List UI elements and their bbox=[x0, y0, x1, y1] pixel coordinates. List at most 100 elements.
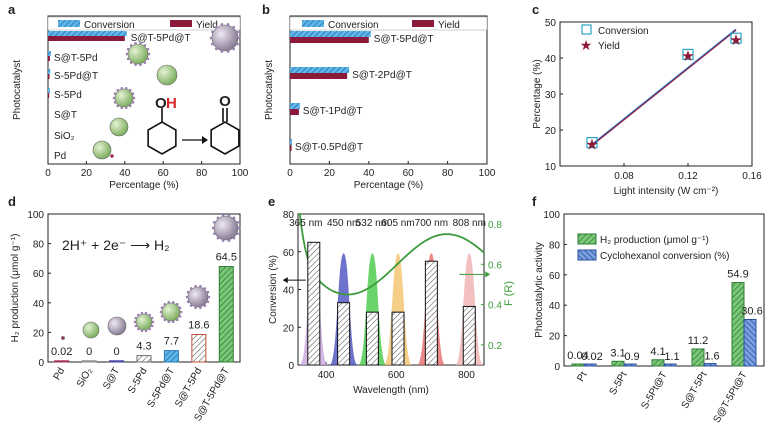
sphere-icon-a-dot bbox=[134, 41, 137, 45]
bar-h2-f bbox=[731, 282, 745, 367]
category-label-f: S@T-5Pt bbox=[680, 370, 710, 411]
x-axis-label-c: Light intensity (W cm⁻²) bbox=[614, 186, 719, 197]
y-axis-label-c: Percentage (%) bbox=[532, 59, 543, 128]
category-label-d: S-5Pd bbox=[126, 366, 149, 396]
x-tick-label-b: 100 bbox=[479, 168, 496, 179]
reaction-arrow-head-icon bbox=[202, 136, 208, 144]
sphere-icon-a-dot bbox=[131, 92, 135, 95]
panel-label-b: b bbox=[262, 2, 270, 17]
y-axis-label-f: Photocatalytic activity bbox=[534, 242, 545, 338]
bar-conversion-a bbox=[48, 88, 50, 93]
sphere-icon-a bbox=[109, 117, 129, 137]
value-label-d: 0 bbox=[114, 346, 120, 358]
sphere-icon-d-dot bbox=[199, 284, 202, 288]
bar-h2-d bbox=[81, 360, 97, 363]
category-label-b: S@T-1Pd@T bbox=[303, 106, 363, 117]
fit-line-yield-c bbox=[591, 29, 737, 146]
y-tick-label-e: 80 bbox=[283, 210, 295, 221]
sphere-icon-a-dot bbox=[128, 104, 132, 108]
y2-tick-label-e: 0.4 bbox=[488, 301, 502, 312]
sphere-icon-d-dot bbox=[232, 216, 236, 220]
sphere-icon-d bbox=[187, 286, 209, 308]
bar-yield-b bbox=[290, 37, 369, 43]
y-tick-label-c: 20 bbox=[545, 126, 557, 137]
value-label-cyclo-f: 1.6 bbox=[704, 351, 719, 363]
y-tick-label-e: 20 bbox=[283, 323, 295, 334]
sphere-icon-a-dot bbox=[226, 50, 230, 53]
x-tick-label-a: 40 bbox=[119, 168, 131, 179]
emission-band-e bbox=[384, 253, 413, 365]
value-label-d: 4.3 bbox=[136, 341, 151, 353]
panel-label-f: f bbox=[532, 194, 537, 209]
bar-conversion-e bbox=[307, 241, 321, 366]
sphere-icon-a-dot bbox=[232, 47, 236, 51]
y-tick-label-f: 40 bbox=[549, 301, 561, 312]
category-label-d: S@T-5Pd bbox=[173, 366, 204, 409]
sphere-icon-d-dot bbox=[171, 320, 175, 324]
sphere-icon-d-dot bbox=[178, 306, 182, 309]
y-tick-label-c: 10 bbox=[545, 162, 557, 173]
sphere-icon-d-dot bbox=[151, 320, 155, 324]
panel-label-c: c bbox=[532, 2, 539, 17]
wavelength-label-e: 532 nm bbox=[356, 218, 389, 229]
sphere-icon-a-dot bbox=[113, 101, 117, 104]
sphere-icon-d-dot bbox=[148, 327, 151, 331]
sphere-icon-d-dot bbox=[148, 313, 151, 317]
wavelength-label-e: 808 nm bbox=[453, 218, 486, 229]
x-tick-label-b: 40 bbox=[363, 168, 375, 179]
legend-box-b bbox=[289, 16, 488, 31]
sphere-icon-a bbox=[156, 64, 178, 86]
sphere-icon-a-dot bbox=[143, 44, 147, 47]
sphere-icon-d-dot bbox=[203, 287, 207, 290]
sphere-icon-a-dot bbox=[126, 47, 130, 51]
category-label-f: Pt bbox=[575, 370, 589, 384]
sphere-icon-a-dot bbox=[112, 96, 116, 100]
bar-h2-f bbox=[611, 360, 625, 367]
point-conversion-c bbox=[682, 48, 694, 61]
plot-frame-b bbox=[289, 15, 488, 165]
sphere-icon-d-dot bbox=[199, 306, 202, 310]
y-tick-label-d: 20 bbox=[33, 328, 45, 339]
category-label-a: Pd bbox=[54, 151, 66, 162]
x-tick-label-a: 100 bbox=[232, 168, 249, 179]
value-label-h2-f: 54.9 bbox=[727, 269, 748, 281]
y-tick-label-e: 0 bbox=[288, 361, 294, 372]
sphere-icon-a bbox=[114, 88, 134, 108]
value-label-d: 64.5 bbox=[216, 252, 237, 264]
sphere-icon-d-dot bbox=[216, 216, 220, 220]
sphere-icon-d-dot bbox=[189, 287, 193, 290]
sphere-icon-d-dot bbox=[221, 239, 225, 242]
cyclohexanone-ring-icon bbox=[210, 121, 240, 155]
sphere-icon-d-dot bbox=[207, 295, 211, 299]
value-label-d: 18.6 bbox=[188, 319, 209, 331]
sphere-icon-d-dot bbox=[163, 302, 167, 306]
value-label-cyclo-f: 0.9 bbox=[624, 351, 639, 363]
y-tick-label-d: 100 bbox=[27, 210, 44, 221]
sphere-icon-d-dot bbox=[221, 214, 225, 217]
sphere-icon-d-dot bbox=[236, 232, 240, 235]
sphere-icon-a-dot bbox=[139, 63, 142, 67]
sphere-icon-a bbox=[92, 140, 112, 160]
x-tick-label-c: 0.16 bbox=[742, 171, 762, 182]
sphere-icon-d-dot bbox=[137, 327, 140, 331]
sphere-icon-a-dot bbox=[113, 92, 117, 95]
wavelength-label-e: 605 nm bbox=[381, 218, 414, 229]
bar-conversion-e bbox=[424, 260, 438, 366]
point-yield-c: ★ bbox=[729, 32, 742, 49]
sphere-icon-d-dot bbox=[186, 300, 190, 304]
sphere-icon-d-dot bbox=[179, 310, 183, 314]
y-tick-label-f: 20 bbox=[549, 332, 561, 343]
x-tick-label-b: 80 bbox=[442, 168, 454, 179]
sphere-icon-d-dot bbox=[189, 304, 193, 307]
category-label-f: S-5Pt bbox=[608, 370, 630, 397]
bar-conversion-a bbox=[48, 31, 127, 36]
bar-cyclo-f bbox=[663, 363, 677, 367]
sphere-icon-a-dot bbox=[214, 25, 218, 29]
sphere-icon-a-dot bbox=[232, 25, 236, 29]
sphere-icon-a-dot bbox=[211, 30, 214, 34]
sphere-icon-a-dot bbox=[120, 86, 124, 90]
legend-label-yield-c: Yield bbox=[598, 41, 620, 52]
x-tick-label-c: 0.12 bbox=[678, 171, 698, 182]
sphere-icon-a-dot bbox=[131, 101, 135, 104]
